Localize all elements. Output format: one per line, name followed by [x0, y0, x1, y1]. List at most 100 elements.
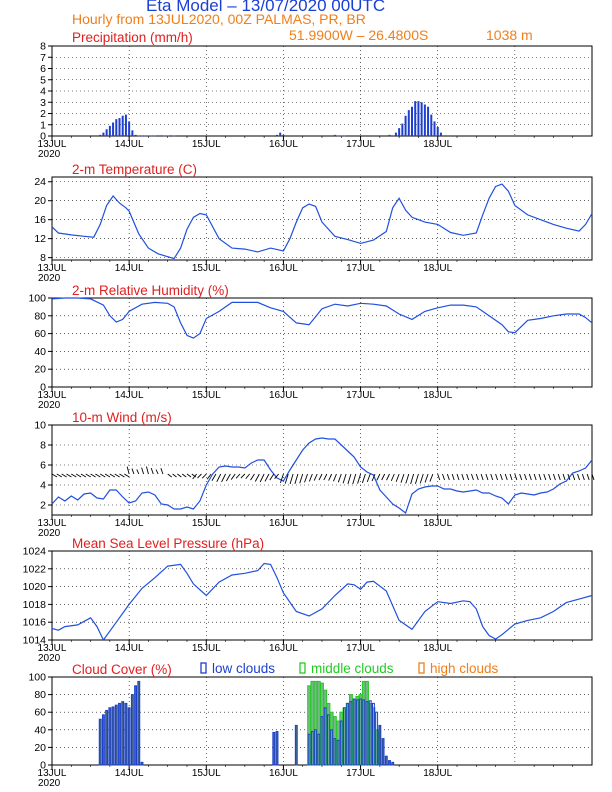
cloud-panel: [48, 662, 593, 769]
wind-vector: [376, 473, 381, 481]
rh-y-tick-label: 80: [34, 310, 46, 322]
rh-x-tick-label: 16JUL: [269, 390, 298, 401]
cloud-low-bar: [375, 711, 379, 766]
temp-x-tick-label: 15JUL: [192, 263, 221, 274]
wind-vector: [313, 473, 318, 481]
mslp-year-label: 2020: [38, 653, 61, 664]
temp-year-label: 2020: [38, 273, 61, 284]
rh-y-tick-label: 100: [28, 293, 46, 305]
precip-bar: [439, 132, 442, 136]
temp-y-tick-label: 12: [34, 233, 46, 245]
cloud-low-bar: [124, 702, 128, 766]
precip-bar: [279, 132, 282, 136]
precip-y-tick-label: 2: [40, 108, 46, 120]
precip-bar: [282, 134, 285, 136]
precip-y-tick-label: 4: [40, 86, 46, 98]
wind-vector: [141, 467, 145, 475]
wind-vector: [155, 469, 159, 475]
cloud-y-tick-label: 60: [34, 707, 46, 719]
cloud-low-bar: [381, 738, 385, 766]
precip-bar: [333, 134, 336, 136]
precip-bar: [131, 130, 134, 136]
cloud-low-bar: [275, 731, 279, 766]
wind-vector: [557, 473, 561, 481]
wind-vector: [528, 473, 532, 481]
wind-vector: [90, 473, 96, 478]
wind-y-tick-label: 2: [40, 500, 46, 512]
precip-bar: [99, 134, 102, 136]
wind-vector: [294, 473, 299, 484]
wind-vector: [414, 473, 419, 485]
cloud-low-bar: [388, 760, 391, 766]
cloud-y-tick-label: 40: [34, 724, 46, 736]
precip-bar: [108, 125, 111, 136]
cloud-low-bar: [384, 755, 388, 766]
wind-vector: [480, 473, 484, 481]
precip-x-tick-label: 15JUL: [192, 139, 221, 150]
wind-vector: [337, 473, 342, 483]
wind-vector: [136, 469, 140, 475]
precip-bar: [163, 135, 166, 137]
temp-y-tick-label: 8: [40, 252, 46, 264]
wind-vector: [342, 473, 347, 484]
wind-vector: [145, 466, 149, 475]
cloud-low-bar: [365, 701, 369, 766]
precip-bar: [417, 101, 420, 136]
precip-x-tick-label: 14JUL: [115, 139, 144, 150]
cloud-low-bar: [105, 709, 109, 766]
wind-vector: [577, 473, 580, 481]
wind-vector: [177, 473, 182, 478]
temp-x-tick-label: 18JUL: [423, 263, 452, 274]
cloud-low-bar: [111, 706, 115, 766]
wind-vector: [240, 473, 246, 479]
mslp-y-tick-label: 1020: [23, 581, 47, 593]
precip-bar: [337, 135, 340, 137]
wind-vector: [524, 473, 527, 481]
wind-vector: [264, 473, 270, 482]
rh-y-tick-label: 20: [34, 364, 46, 376]
cloud-low-bar: [317, 733, 321, 766]
wind-vector: [104, 473, 111, 478]
precip-bar: [137, 135, 140, 137]
precip-bar: [150, 135, 153, 137]
legend-swatch-3: [418, 662, 425, 674]
wind-vector: [471, 473, 474, 481]
mslp-x-tick-label: 16JUL: [269, 643, 298, 654]
wind-vector: [533, 473, 537, 481]
wind-vector: [461, 473, 465, 481]
wind-vector: [226, 473, 231, 482]
precip-bar: [141, 135, 143, 137]
precip-x-tick-label: 18JUL: [423, 139, 452, 150]
legend-swatch-2: [299, 662, 306, 674]
cloud-low-bar: [339, 720, 343, 766]
legend-swatch-1: [200, 662, 207, 674]
mslp-y-tick-label: 1018: [23, 599, 47, 611]
cloud-low-bar: [314, 729, 318, 766]
wind-vector: [186, 473, 192, 478]
wind-vector: [347, 473, 352, 484]
wind-vector: [56, 473, 63, 478]
precip-y-tick-label: 3: [40, 97, 46, 109]
precip-panel: [48, 45, 593, 140]
wind-vector: [400, 473, 405, 483]
wind-vector: [451, 473, 455, 481]
temp-x-tick-label: 14JUL: [115, 263, 144, 274]
wind-vector: [99, 473, 106, 478]
wind-vector: [245, 473, 251, 480]
rh-year-label: 2020: [38, 400, 61, 411]
wind-vector: [357, 473, 362, 484]
wind-vector: [289, 473, 294, 485]
temp-y-tick-label: 16: [34, 214, 46, 226]
wind-x-tick-label: 14JUL: [115, 518, 144, 529]
wind-panel: [48, 424, 595, 519]
precip-bar: [112, 122, 115, 136]
mslp-x-tick-label: 18JUL: [423, 643, 452, 654]
cloud-low-bar: [323, 707, 327, 766]
wind-vector: [51, 473, 58, 478]
wind-vector: [131, 468, 135, 475]
precip-bar: [128, 121, 131, 136]
precip-y-tick-label: 7: [40, 52, 46, 64]
precip-bar: [153, 135, 156, 137]
wind-vector: [318, 473, 323, 481]
